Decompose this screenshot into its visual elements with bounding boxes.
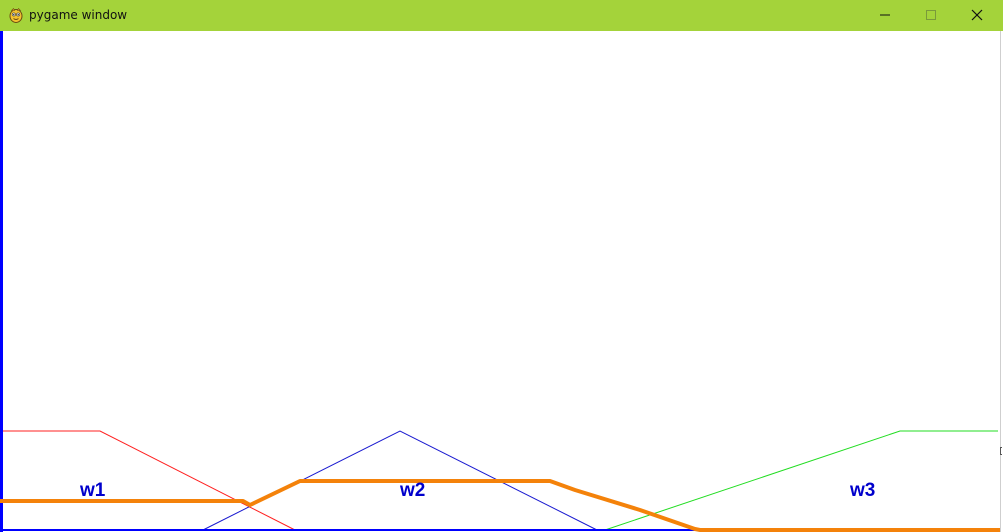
w1-label: w1 [80,480,106,501]
pygame-snake-icon [9,7,23,23]
canvas-left-border [0,31,3,532]
w2-label: w2 [400,480,426,501]
game-canvas[interactable] [0,31,1003,532]
canvas-right-border [1000,31,1001,532]
minimize-icon [880,14,890,16]
window-title: pygame window [29,8,128,22]
resize-edge-marker [1000,447,1002,455]
w3-label: w3 [850,480,876,501]
minimize-button[interactable] [862,0,908,31]
maximize-icon [926,10,936,20]
w1-membership-line [3,430,296,531]
title-bar[interactable]: pygame window [0,0,1003,31]
close-button[interactable] [954,0,1000,31]
maximize-button[interactable] [908,0,954,31]
close-icon [971,9,983,21]
w3-membership-line [604,430,998,531]
output-curve-line [0,479,1000,532]
